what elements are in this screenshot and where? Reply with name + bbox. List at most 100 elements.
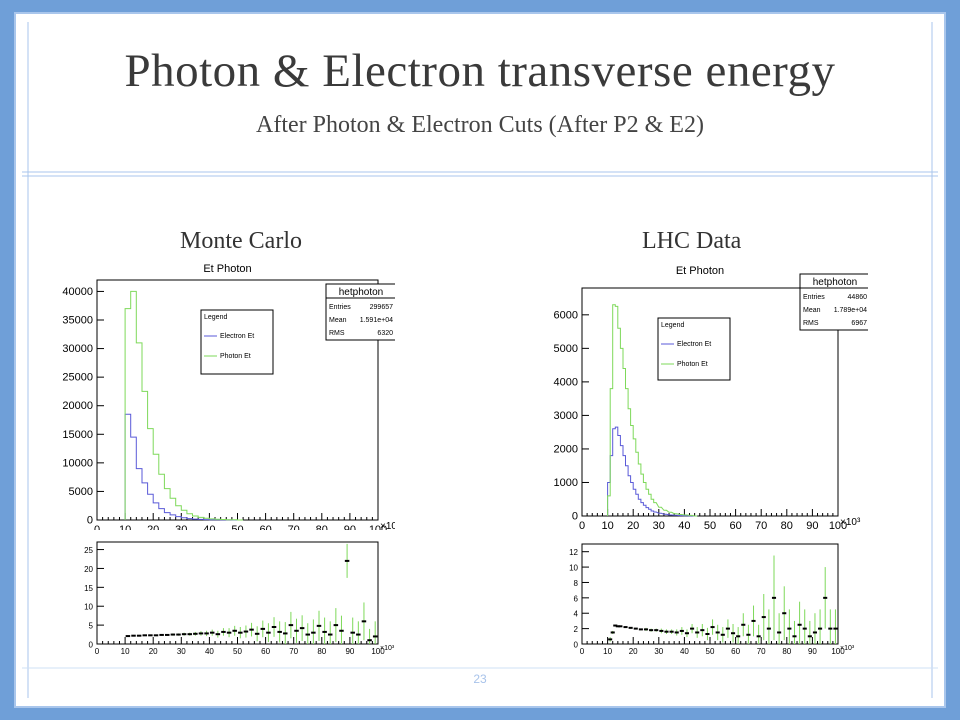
y-tick-label: 0 bbox=[89, 641, 94, 650]
x-tick-label: 60 bbox=[729, 520, 741, 530]
y-tick-label: 35000 bbox=[62, 315, 93, 327]
x-tick-label: 60 bbox=[731, 647, 740, 656]
legend-entry: Electron Et bbox=[220, 333, 254, 340]
x-tick-label: 60 bbox=[261, 647, 270, 656]
y-tick-label: 2000 bbox=[554, 443, 578, 455]
x-tick-label: 100 bbox=[371, 647, 385, 656]
x-tick-label: 60 bbox=[259, 524, 271, 530]
y-tick-label: 30000 bbox=[62, 343, 93, 355]
x-tick-label: 20 bbox=[147, 524, 159, 530]
stats-row-value: 1.591e+04 bbox=[360, 317, 393, 324]
x-tick-label: 20 bbox=[629, 647, 638, 656]
legend-title: Legend bbox=[204, 314, 227, 321]
y-tick-label: 5000 bbox=[554, 343, 578, 355]
y-tick-label: 2 bbox=[574, 625, 579, 634]
stats-row-label: Mean bbox=[329, 317, 347, 324]
x-tick-label: 10 bbox=[601, 520, 613, 530]
x-scale-label: ×10³ bbox=[840, 517, 861, 528]
stats-row-label: RMS bbox=[329, 330, 345, 337]
y-tick-label: 25000 bbox=[62, 372, 93, 384]
stats-row-label: Mean bbox=[803, 307, 821, 314]
monte-carlo-caption: Monte Carlo bbox=[180, 228, 302, 254]
x-tick-label: 30 bbox=[654, 647, 663, 656]
stats-row-label: Entries bbox=[803, 294, 825, 301]
x-tick-label: 30 bbox=[175, 524, 187, 530]
stats-box bbox=[799, 273, 868, 331]
stats-box bbox=[325, 283, 395, 341]
y-tick-label: 6000 bbox=[554, 309, 578, 321]
photon-et-series bbox=[124, 290, 244, 521]
x-tick-label: 20 bbox=[149, 647, 158, 656]
page-number: 23 bbox=[473, 672, 487, 686]
stats-box-name: hetphoton bbox=[813, 277, 858, 288]
stats-box-name: hetphoton bbox=[339, 287, 384, 298]
y-tick-label: 4000 bbox=[554, 376, 578, 388]
histogram-title: Et Photon bbox=[203, 263, 251, 275]
x-tick-label: 30 bbox=[653, 520, 665, 530]
x-scale-label: ×10³ bbox=[840, 645, 855, 652]
x-tick-label: 70 bbox=[288, 524, 300, 530]
x-tick-label: 90 bbox=[344, 524, 356, 530]
monte-carlo-et-histogram: 0 5000 10000 15000 20000 25000 30000 35000 40000… bbox=[62, 263, 395, 530]
x-tick-label: 100 bbox=[831, 647, 845, 656]
y-tick-label: 8 bbox=[574, 579, 579, 588]
lhc-data-ratio-plot: 0 2 4 6 8 10 12 0 10 20 30 40 50 60 70 80 90 100×10³ bbox=[569, 543, 855, 656]
photon-et-series bbox=[607, 304, 698, 517]
legend-entry: Photon Et bbox=[677, 361, 708, 368]
slide-title: Photon & Electron transverse energy bbox=[124, 45, 836, 97]
x-tick-label: 50 bbox=[231, 524, 243, 530]
x-tick-label: 90 bbox=[806, 520, 818, 530]
legend-box bbox=[657, 317, 731, 381]
x-tick-label: 0 bbox=[95, 647, 100, 656]
x-tick-label: 80 bbox=[782, 647, 791, 656]
y-tick-label: 10000 bbox=[62, 457, 93, 469]
x-tick-label: 100 bbox=[369, 524, 387, 530]
x-tick-label: 10 bbox=[119, 524, 131, 530]
x-tick-label: 70 bbox=[755, 520, 767, 530]
electron-et-series bbox=[607, 426, 698, 517]
x-tick-label: 90 bbox=[345, 647, 354, 656]
legend-title: Legend bbox=[661, 322, 684, 329]
plot-frame bbox=[96, 541, 379, 645]
x-tick-label: 0 bbox=[94, 524, 100, 530]
x-tick-label: 0 bbox=[579, 520, 585, 530]
lhc-data-caption: LHC Data bbox=[642, 228, 742, 254]
stats-row-value: 299657 bbox=[370, 304, 393, 311]
x-tick-label: 10 bbox=[121, 647, 130, 656]
y-tick-label: 3000 bbox=[554, 410, 578, 422]
legend-entry: Electron Et bbox=[677, 341, 711, 348]
legend-box bbox=[200, 309, 274, 375]
lhc-data-et-histogram: 0 1000 2000 3000 4000 5000 6000 0 10 20 30 40 50 60 70… bbox=[554, 265, 868, 530]
x-tick-label: 40 bbox=[205, 647, 214, 656]
x-tick-label: 70 bbox=[757, 647, 766, 656]
y-tick-label: 5 bbox=[89, 622, 94, 631]
x-tick-label: 50 bbox=[233, 647, 242, 656]
y-tick-label: 1000 bbox=[554, 477, 578, 489]
stats-row-value: 6967 bbox=[851, 320, 867, 327]
y-tick-label: 4 bbox=[574, 610, 579, 619]
x-scale-label: ×10³ bbox=[380, 645, 395, 652]
y-tick-label: 0 bbox=[87, 515, 93, 527]
y-tick-label: 20000 bbox=[62, 400, 93, 412]
x-tick-label: 50 bbox=[706, 647, 715, 656]
x-tick-label: 10 bbox=[603, 647, 612, 656]
y-tick-label: 0 bbox=[574, 641, 579, 650]
stats-row-label: Entries bbox=[329, 304, 351, 311]
legend-entry: Photon Et bbox=[220, 353, 251, 360]
y-tick-label: 5000 bbox=[69, 486, 93, 498]
monte-carlo-ratio-plot: 0 5 10 15 20 25 0 10 20 30 40 50 60 70 80 90 100×10³ bbox=[84, 541, 395, 656]
x-tick-label: 20 bbox=[627, 520, 639, 530]
y-tick-label: 0 bbox=[572, 511, 578, 523]
x-tick-label: 30 bbox=[177, 647, 186, 656]
y-tick-label: 20 bbox=[84, 565, 93, 574]
x-tick-label: 40 bbox=[203, 524, 215, 530]
slide-subtitle: After Photon & Electron Cuts (After P2 &… bbox=[256, 112, 704, 138]
y-tick-label: 10 bbox=[84, 603, 93, 612]
x-tick-label: 100 bbox=[829, 520, 847, 530]
x-scale-label: ×10³ bbox=[380, 521, 395, 530]
stats-row-value: 1.789e+04 bbox=[834, 307, 867, 314]
x-tick-label: 0 bbox=[580, 647, 585, 656]
y-tick-label: 12 bbox=[569, 548, 578, 557]
